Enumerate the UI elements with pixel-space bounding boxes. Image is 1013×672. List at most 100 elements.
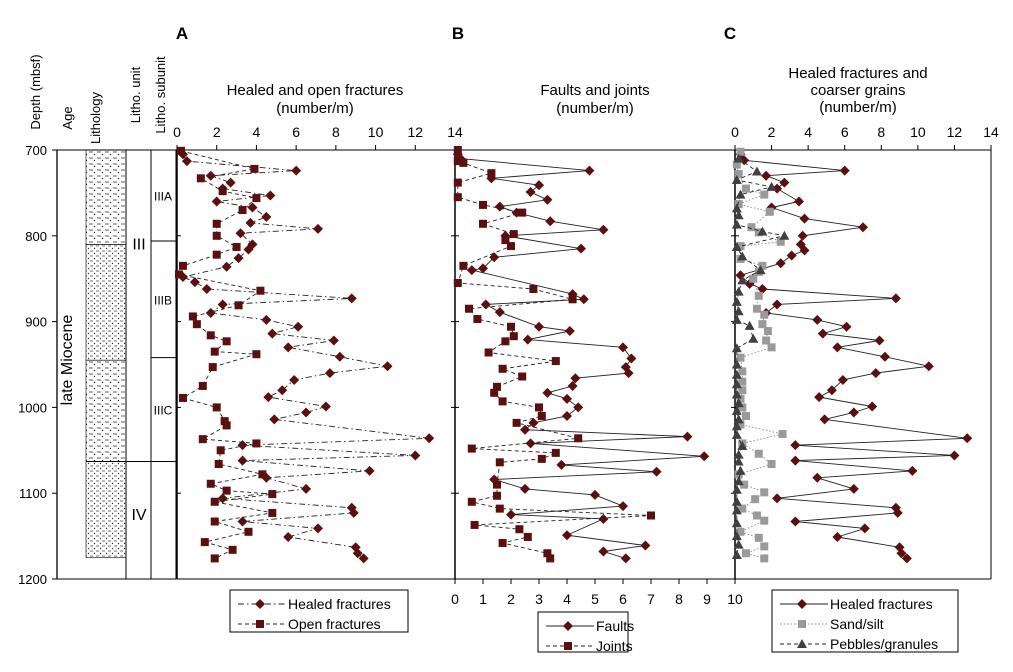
- data-point: [534, 180, 544, 191]
- data-point: [506, 509, 516, 520]
- data-point: [748, 333, 759, 343]
- data-point: [647, 511, 655, 520]
- data-point: [751, 166, 762, 176]
- data-point: [752, 511, 761, 520]
- data-point: [896, 548, 907, 559]
- data-point: [470, 520, 479, 529]
- data-point: [584, 165, 595, 176]
- data-point: [733, 456, 744, 466]
- data-point: [498, 364, 507, 373]
- data-point: [493, 382, 501, 391]
- data-point: [733, 153, 744, 163]
- data-point: [293, 321, 304, 332]
- x-tick-label: 4: [563, 591, 571, 607]
- data-point: [534, 321, 544, 332]
- data-point: [509, 230, 518, 239]
- data-point: [473, 315, 482, 324]
- x-tick-label: 10: [727, 591, 743, 607]
- data-point: [735, 465, 746, 475]
- data-point: [767, 343, 776, 352]
- data-point: [907, 465, 918, 476]
- data-point: [312, 223, 323, 234]
- data-point: [189, 277, 200, 288]
- legend-label: Joints: [596, 638, 633, 654]
- data-point: [222, 337, 231, 346]
- data-point: [301, 407, 312, 418]
- data-point: [949, 450, 960, 461]
- data-point: [651, 466, 662, 477]
- data-point: [754, 449, 763, 458]
- data-point: [465, 304, 473, 313]
- data-point: [776, 237, 785, 246]
- data-point: [760, 542, 769, 551]
- data-point: [501, 337, 510, 346]
- data-point: [218, 187, 227, 196]
- x-tick-label: 4: [253, 124, 261, 140]
- data-point: [277, 385, 288, 396]
- data-point: [535, 403, 543, 412]
- data-point: [490, 388, 499, 397]
- data-point: [222, 421, 231, 430]
- data-point: [237, 440, 248, 451]
- legend-marker: [797, 639, 807, 648]
- data-point: [879, 351, 890, 362]
- data-point: [467, 444, 476, 453]
- data-point: [799, 245, 810, 256]
- data-point: [760, 516, 769, 525]
- data-point: [225, 177, 236, 188]
- data-point: [734, 170, 743, 179]
- lithology-block: [85, 244, 127, 361]
- data-point: [799, 213, 810, 224]
- data-point: [247, 202, 258, 213]
- data-point: [731, 549, 742, 559]
- data-point: [731, 175, 742, 185]
- data-point: [214, 460, 223, 469]
- data-point: [478, 263, 488, 274]
- data-point: [731, 369, 742, 379]
- data-point: [758, 261, 767, 270]
- x-tick-label: 6: [619, 591, 627, 607]
- data-point: [562, 530, 572, 541]
- column-header: Age: [60, 106, 75, 129]
- data-point: [235, 228, 246, 239]
- data-point: [252, 439, 261, 448]
- data-point: [752, 304, 761, 313]
- unit-label: IV: [131, 507, 146, 524]
- data-point: [573, 402, 584, 413]
- data-point: [210, 517, 219, 526]
- data-point: [731, 505, 742, 515]
- data-point: [212, 219, 221, 228]
- data-point: [731, 421, 742, 431]
- data-point: [283, 342, 294, 353]
- legend-marker: [797, 599, 807, 609]
- data-point: [744, 320, 755, 330]
- data-point: [772, 493, 783, 504]
- data-point: [901, 553, 912, 564]
- data-point: [250, 164, 259, 173]
- data-point: [755, 265, 766, 275]
- data-point: [453, 193, 462, 202]
- data-point: [812, 472, 823, 483]
- data-point: [817, 328, 828, 339]
- stratigraphy-column: 700 800 900 1000 1100 1200 Depth (mbsf) Age Lith…: [18, 54, 177, 587]
- data-point: [261, 211, 272, 222]
- data-point: [479, 219, 487, 228]
- depth-tick-label: 1000: [18, 400, 47, 415]
- data-point: [779, 177, 790, 188]
- data-point: [564, 326, 575, 337]
- data-point: [196, 174, 205, 183]
- data-point: [501, 236, 510, 245]
- data-point: [265, 190, 276, 201]
- data-point: [498, 538, 507, 547]
- legend-label: Pebbles/granules: [830, 636, 938, 652]
- data-point: [518, 372, 527, 381]
- data-point: [731, 484, 742, 494]
- data-point: [758, 320, 767, 329]
- data-point: [626, 353, 637, 364]
- data-point: [320, 401, 331, 412]
- data-point: [736, 394, 745, 403]
- x-tick-label: 9: [703, 591, 711, 607]
- data-point: [562, 410, 572, 421]
- data-point: [480, 299, 491, 310]
- data-point: [741, 549, 750, 558]
